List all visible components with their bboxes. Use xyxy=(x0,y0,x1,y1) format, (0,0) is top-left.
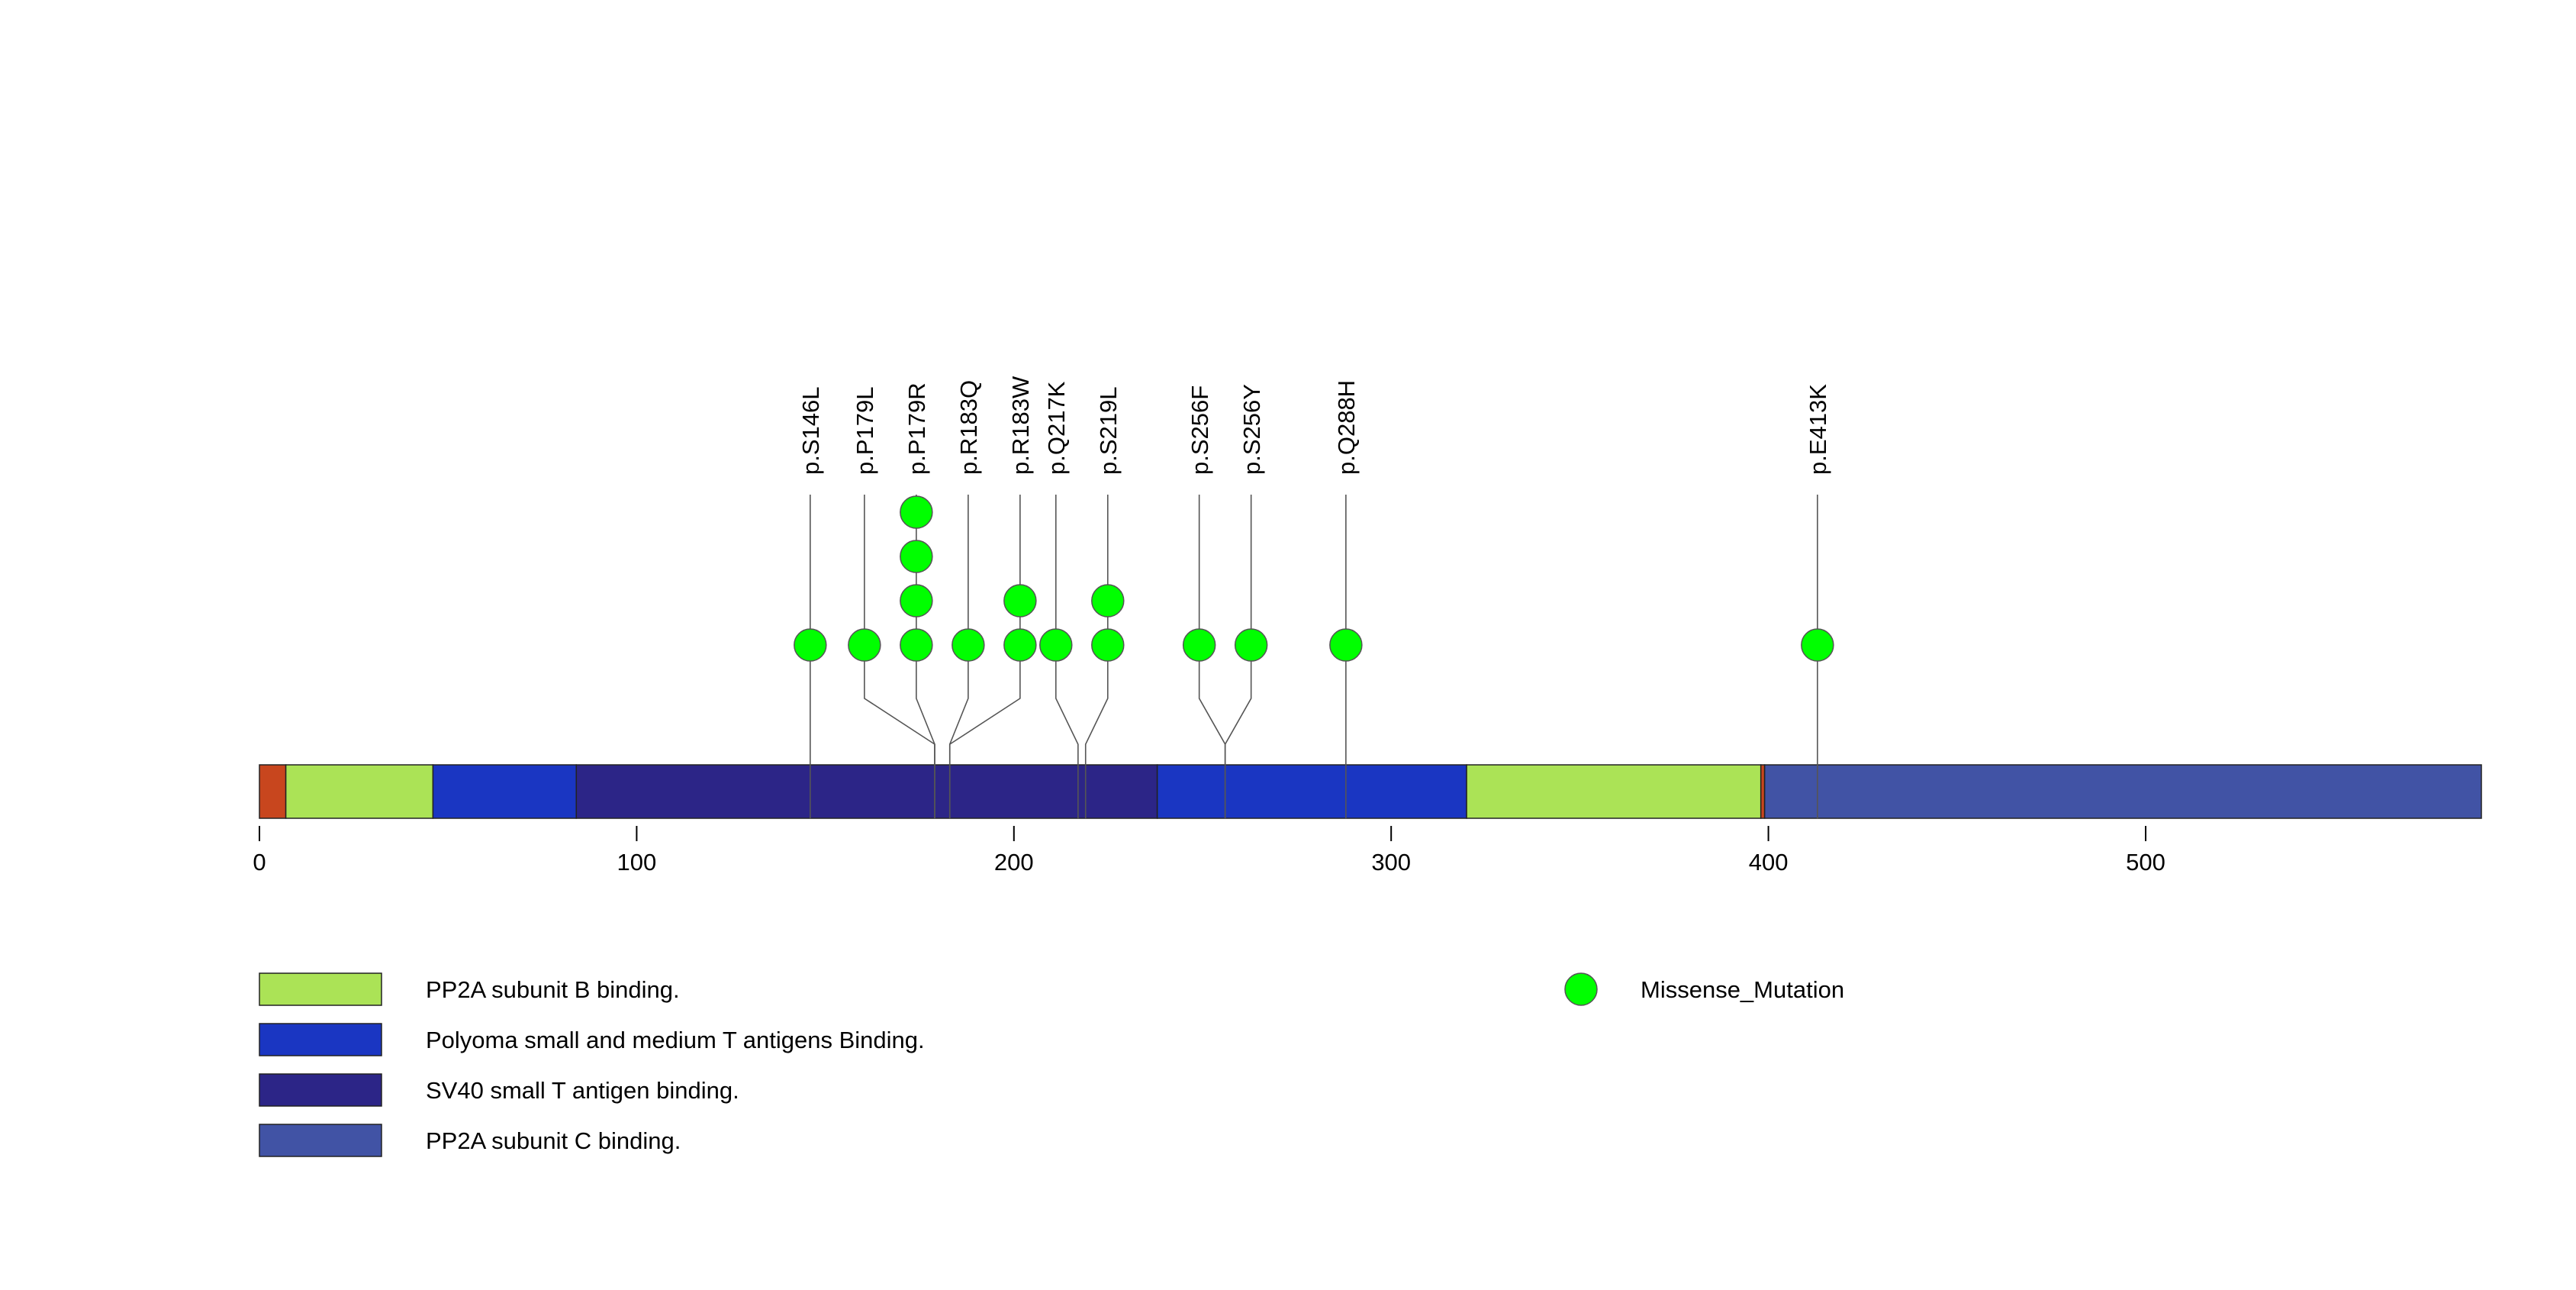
domain-segment xyxy=(1156,764,1467,819)
mutation-label: p.S146L xyxy=(797,387,824,476)
missense-mutation-dot xyxy=(1091,584,1125,618)
axis-tick-label: 400 xyxy=(1749,849,1789,876)
legend-domain-label: Polyoma small and medium T antigens Bind… xyxy=(426,1027,925,1053)
missense-mutation-dot xyxy=(900,584,933,618)
axis-tick-label: 0 xyxy=(253,849,266,876)
axis-tick-label: 500 xyxy=(2126,849,2165,876)
domain-segment xyxy=(1466,764,1762,819)
axis-tick-label: 200 xyxy=(994,849,1034,876)
missense-mutation-dot xyxy=(848,628,881,662)
legend-missense-dot xyxy=(1564,972,1598,1006)
mutation-label: p.S256Y xyxy=(1238,384,1265,475)
mutation-label: p.S219L xyxy=(1095,387,1122,476)
legend-domain-swatch xyxy=(259,1023,382,1056)
legend-domain-label: PP2A subunit C binding. xyxy=(426,1127,681,1154)
missense-mutation-dot xyxy=(900,495,933,529)
legend-domain-label: PP2A subunit B binding. xyxy=(426,976,680,1003)
missense-mutation-dot xyxy=(1039,628,1073,662)
legend-domain-swatch xyxy=(259,1124,382,1157)
missense-mutation-dot xyxy=(1234,628,1268,662)
missense-mutation-dot xyxy=(1801,628,1834,662)
missense-mutation-dot xyxy=(1091,628,1125,662)
domain-segment xyxy=(285,764,434,819)
mutation-label: p.Q217K xyxy=(1043,381,1070,475)
axis-tick-label: 100 xyxy=(617,849,657,876)
legend-domain-label: SV40 small T antigen binding. xyxy=(426,1077,739,1104)
axis-tick-label: 300 xyxy=(1371,849,1411,876)
mutation-label: p.Q288H xyxy=(1333,380,1360,475)
domain-segment xyxy=(432,764,578,819)
legend-domain-swatch xyxy=(259,972,382,1006)
missense-mutation-dot xyxy=(900,540,933,573)
mutation-label: p.S256F xyxy=(1187,385,1213,475)
missense-mutation-dot xyxy=(1003,584,1037,618)
missense-mutation-dot xyxy=(952,628,985,662)
domain-segment xyxy=(1763,764,2482,819)
mutation-label: p.E413K xyxy=(1805,384,1831,475)
mutation-connector xyxy=(948,645,1021,818)
domain-segment xyxy=(575,764,1158,819)
legend-domain-swatch xyxy=(259,1073,382,1107)
mutation-connector xyxy=(916,645,935,818)
domain-segment xyxy=(259,764,287,819)
legend: PP2A subunit B binding. Polyoma small and… xyxy=(259,972,1844,1157)
mutation-label: p.R183Q xyxy=(955,380,982,475)
mutation-connector xyxy=(1224,645,1252,818)
mutation-connector xyxy=(1084,645,1109,818)
missense-mutation-dot xyxy=(900,628,933,662)
mutation-lollipops xyxy=(794,495,1834,662)
mutation-label: p.P179L xyxy=(852,387,878,476)
missense-mutation-dot xyxy=(1003,628,1037,662)
mutation-connectors xyxy=(810,495,1818,818)
position-axis: 0 100 200 300 400 500 xyxy=(253,826,2165,876)
missense-mutation-dot xyxy=(1182,628,1216,662)
mutation-labels: p.S146L p.P179L p.P179R p.R183Q p.R183W p.Q21… xyxy=(797,376,1831,475)
protein-domain-bar xyxy=(259,764,2482,819)
mutation-label: p.R183W xyxy=(1007,376,1034,475)
missense-mutation-dot xyxy=(794,628,827,662)
legend-mutation-label: Missense_Mutation xyxy=(1641,976,1844,1003)
mutation-connector xyxy=(1055,645,1079,818)
missense-mutation-dot xyxy=(1329,628,1363,662)
mutation-label: p.P179R xyxy=(903,382,930,475)
